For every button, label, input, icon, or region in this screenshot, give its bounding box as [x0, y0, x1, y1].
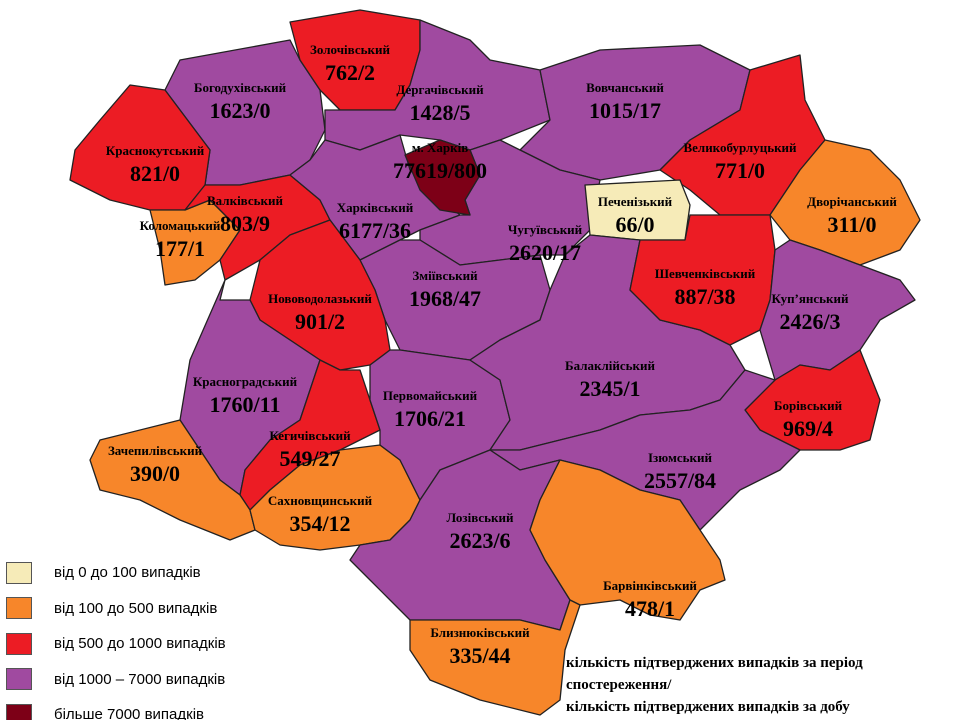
- district-value-pervomaiskyi: 1706/21: [394, 406, 466, 431]
- district-name-barvinkove: Барвінківський: [603, 578, 697, 593]
- legend-swatch: [6, 597, 32, 620]
- district-name-kupiansk: Куп’янський: [771, 291, 849, 306]
- legend-label: більше 7000 випадків: [54, 706, 204, 720]
- legend-swatch: [6, 668, 32, 691]
- legend-item: від 500 до 1000 випадків: [6, 626, 226, 662]
- district-name-blyzniuky: Близнюківський: [430, 625, 530, 640]
- district-name-krasnokutsk: Краснокутський: [106, 143, 205, 158]
- note-line: кількість підтверджених випадків за пері…: [566, 655, 863, 671]
- district-value-velykyi-burluk: 771/0: [715, 158, 765, 183]
- district-name-bohodukhiv: Богодухівський: [194, 80, 287, 95]
- district-value-borova: 969/4: [783, 416, 833, 441]
- district-value-dvorichna: 311/0: [828, 212, 877, 237]
- district-value-zachepylivka: 390/0: [130, 461, 180, 486]
- district-name-zachepylivka: Зачепилівський: [108, 443, 203, 458]
- legend-label: від 0 до 100 випадків: [54, 564, 201, 582]
- district-value-shevchenkove: 887/38: [674, 284, 735, 309]
- district-name-vovchansk: Вовчанський: [586, 80, 664, 95]
- district-name-pervomaiskyi: Первомайський: [383, 388, 478, 403]
- district-name-derhachi: Дергачівський: [396, 82, 484, 97]
- district-name-lozova: Лозівський: [447, 510, 515, 525]
- label-explanation: кількість підтверджених випадків за пері…: [566, 652, 863, 718]
- district-kupiansk: [759, 239, 916, 381]
- legend-swatch: [6, 703, 32, 720]
- district-value-balakliia: 2345/1: [579, 376, 640, 401]
- district-value-bohodukhiv: 1623/0: [209, 98, 270, 123]
- note-line: спостереження/: [566, 677, 672, 693]
- district-name-kharkiv-city: м. Харків: [412, 140, 469, 155]
- district-value-zmiiv: 1968/47: [409, 286, 481, 311]
- district-name-valky: Валківський: [207, 193, 283, 208]
- district-name-kharkiv-raion: Харківський: [337, 200, 414, 215]
- districts-layer: [69, 9, 921, 716]
- labels-layer: Богодухівський 1623/0 Золочівський 762/2 Дер…: [106, 42, 898, 668]
- district-value-sakhnovshchyna: 354/12: [289, 511, 350, 536]
- district-derhachi: [324, 19, 551, 151]
- district-name-borova: Борівський: [774, 398, 843, 413]
- district-value-vovchansk: 1015/17: [589, 98, 661, 123]
- district-value-derhachi: 1428/5: [409, 100, 470, 125]
- district-name-dvorichna: Дворічанський: [807, 194, 897, 209]
- district-value-barvinkove: 478/1: [625, 596, 675, 621]
- legend-item: від 100 до 500 випадків: [6, 591, 226, 627]
- note-line: кількість підтверджених випадків за добу: [566, 699, 850, 715]
- legend-label: від 500 до 1000 випадків: [54, 635, 226, 653]
- legend-label: від 1000 – 7000 випадків: [54, 670, 226, 688]
- district-name-kehychivka: Кегичівський: [269, 428, 351, 443]
- district-value-novovodolazhsk: 901/2: [295, 309, 345, 334]
- district-name-izium: Ізюмський: [648, 450, 713, 465]
- district-value-kolomak: 177/1: [155, 236, 205, 261]
- district-name-kolomak: Коломацький: [140, 218, 221, 233]
- district-value-lozova: 2623/6: [449, 528, 510, 553]
- district-name-chuhuiv: Чугуївський: [508, 222, 583, 237]
- district-value-valky: 803/9: [220, 211, 270, 236]
- district-name-sakhnovshchyna: Сахновщинський: [268, 493, 373, 508]
- district-value-kupiansk: 2426/3: [779, 309, 840, 334]
- district-value-chuhuiv: 2620/17: [509, 240, 581, 265]
- district-blyzniuky: [409, 599, 581, 716]
- legend: від 0 до 100 випадків від 100 до 500 вип…: [6, 555, 226, 720]
- legend-item: від 1000 – 7000 випадків: [6, 662, 226, 698]
- district-value-krasnokutsk: 821/0: [130, 161, 180, 186]
- district-value-kharkiv-raion: 6177/36: [339, 218, 411, 243]
- district-value-izium: 2557/84: [644, 468, 716, 493]
- legend-item: від 0 до 100 випадків: [6, 555, 226, 591]
- legend-swatch: [6, 561, 32, 584]
- district-value-kehychivka: 549/27: [279, 446, 340, 471]
- district-value-kharkiv-city: 77619/800: [393, 158, 487, 183]
- legend-swatch: [6, 632, 32, 655]
- district-name-balakliia: Балаклійський: [565, 358, 656, 373]
- legend-label: від 100 до 500 випадків: [54, 599, 218, 617]
- district-value-pechenihy: 66/0: [615, 212, 654, 237]
- district-value-zolochiv: 762/2: [325, 60, 375, 85]
- district-name-velykyi-burluk: Великобурлуцький: [683, 140, 797, 155]
- district-name-krasnohrad: Красноградський: [193, 374, 298, 389]
- district-barvinkove: [529, 459, 726, 621]
- district-name-zolochiv: Золочівський: [310, 42, 390, 57]
- district-value-krasnohrad: 1760/11: [210, 392, 281, 417]
- district-name-zmiiv: Зміївський: [412, 268, 478, 283]
- district-name-shevchenkove: Шевченківський: [655, 266, 756, 281]
- legend-item: більше 7000 випадків: [6, 697, 226, 720]
- district-value-blyzniuky: 335/44: [449, 643, 510, 668]
- district-name-novovodolazhsk: Нововодолазький: [268, 291, 372, 306]
- district-kharkiv-city: [404, 139, 481, 216]
- district-name-pechenihy: Печенізький: [598, 194, 673, 209]
